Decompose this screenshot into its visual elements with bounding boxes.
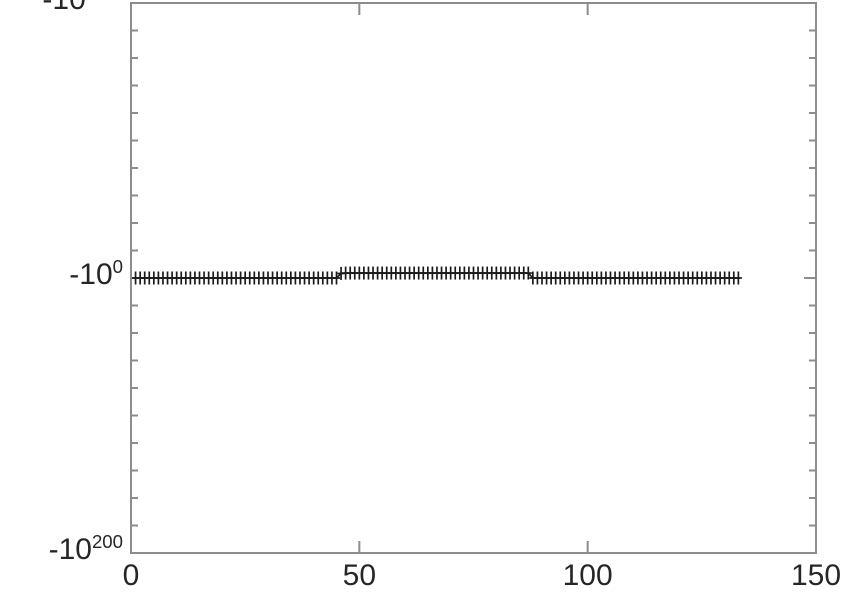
x-tick-label-2: 100 — [562, 559, 613, 592]
y-tick-exponent: 200 — [91, 531, 123, 552]
y-tick-base: -10 — [69, 258, 113, 291]
x-axis-ticks — [130, 3, 817, 553]
y-tick-label-bottom: -10200 — [48, 531, 123, 566]
x-tick-label-1: 50 — [342, 559, 377, 592]
y-tick-base: -10 — [48, 533, 92, 566]
data-series-markers — [131, 266, 742, 285]
y-tick-base: -10 — [42, 0, 85, 16]
x-tick-label-3: 150 — [790, 559, 842, 592]
y-tick-exponent: 0 — [112, 256, 123, 277]
y-tick-label-top: -10-200 — [42, 0, 123, 15]
y-axis-ticks — [131, 2, 816, 554]
y-tick-label-mid: -100 — [69, 256, 123, 291]
x-tick-label-0: 0 — [122, 559, 140, 592]
y-tick-exponent: -200 — [86, 0, 123, 2]
